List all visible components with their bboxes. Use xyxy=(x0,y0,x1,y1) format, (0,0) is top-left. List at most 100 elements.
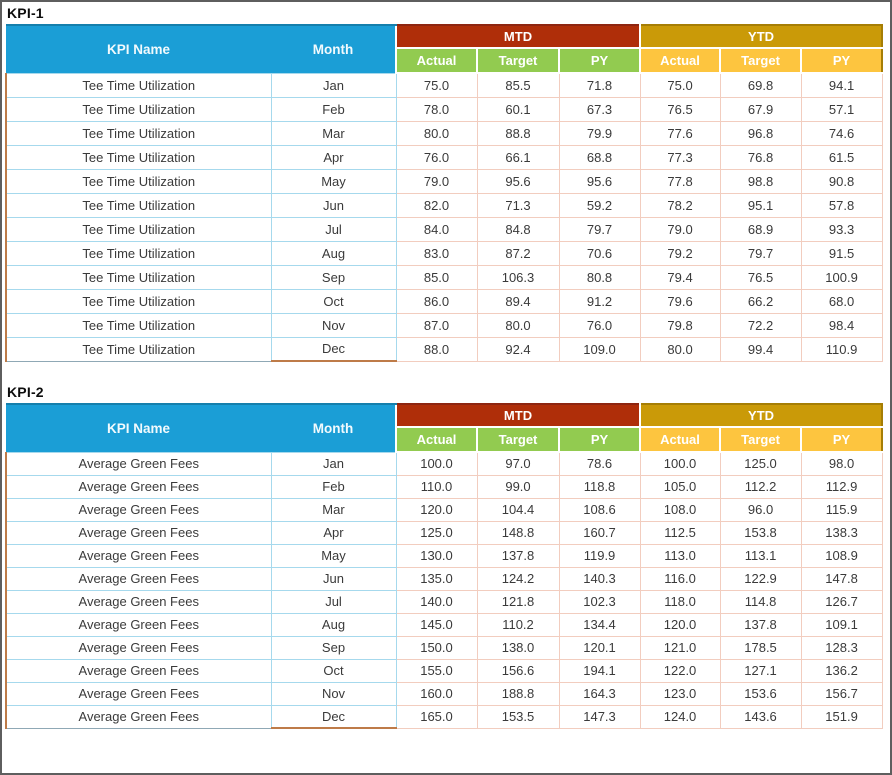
mtd-actual-cell: 75.0 xyxy=(395,72,478,98)
mtd-actual-cell: 125.0 xyxy=(395,520,478,545)
ytd-target-cell: 113.1 xyxy=(719,543,802,568)
ytd-band-header: YTD xyxy=(639,403,884,428)
table-row: Average Green Fees Sep 150.0 138.0 120.1… xyxy=(5,635,883,660)
ytd-target-cell: 127.1 xyxy=(719,658,802,683)
table-row: Average Green Fees Dec 165.0 153.5 147.3… xyxy=(5,704,883,729)
ytd-py-cell: 100.9 xyxy=(800,264,883,290)
mtd-actual-cell: 150.0 xyxy=(395,635,478,660)
ytd-target-cell: 95.1 xyxy=(719,192,802,218)
kpi1-table-header: KPI Name Month MTD YTD Actual Target PY … xyxy=(6,24,884,74)
table-row: Average Green Fees Nov 160.0 188.8 164.3… xyxy=(5,681,883,706)
mtd-actual-cell: 80.0 xyxy=(395,120,478,146)
ytd-py-cell: 57.8 xyxy=(800,192,883,218)
mtd-py-cell: 80.8 xyxy=(558,264,641,290)
ytd-py-cell: 115.9 xyxy=(800,497,883,522)
ytd-py-cell: 93.3 xyxy=(800,216,883,242)
mtd-target-cell: 80.0 xyxy=(476,312,560,338)
mtd-target-cell: 137.8 xyxy=(476,543,560,568)
ytd-target-cell: 112.2 xyxy=(719,474,802,499)
kpi-name-cell: Tee Time Utilization xyxy=(5,168,272,194)
mtd-actual-cell: 78.0 xyxy=(395,96,478,122)
mtd-py-cell: 71.8 xyxy=(558,72,641,98)
ytd-actual-cell: 77.3 xyxy=(639,144,721,170)
kpi2-title: KPI-2 xyxy=(7,384,44,400)
month-cell: Feb xyxy=(270,474,397,499)
mtd-actual-cell: 165.0 xyxy=(395,704,478,729)
table-row: Tee Time Utilization Jun 82.0 71.3 59.2 … xyxy=(5,192,883,218)
mtd-actual-cell: 130.0 xyxy=(395,543,478,568)
mtd-target-cell: 153.5 xyxy=(476,704,560,729)
ytd-target-cell: 76.5 xyxy=(719,264,802,290)
ytd-py-cell: 138.3 xyxy=(800,520,883,545)
ytd-actual-cell: 118.0 xyxy=(639,589,721,614)
mtd-actual-cell: 110.0 xyxy=(395,474,478,499)
month-column-header: Month xyxy=(271,403,396,452)
table-row: Average Green Fees Jun 135.0 124.2 140.3… xyxy=(5,566,883,591)
month-cell: Jul xyxy=(270,216,397,242)
mtd-target-cell: 138.0 xyxy=(476,635,560,660)
ytd-actual-cell: 79.8 xyxy=(639,312,721,338)
table-row: Tee Time Utilization Aug 83.0 87.2 70.6 … xyxy=(5,240,883,266)
mtd-target-cell: 106.3 xyxy=(476,264,560,290)
table-row: Tee Time Utilization Nov 87.0 80.0 76.0 … xyxy=(5,312,883,338)
mtd-actual-cell: 79.0 xyxy=(395,168,478,194)
mtd-target-cell: 110.2 xyxy=(476,612,560,637)
mtd-target-cell: 66.1 xyxy=(476,144,560,170)
ytd-actual-cell: 79.6 xyxy=(639,288,721,314)
month-cell: Jul xyxy=(270,589,397,614)
kpi2-table: KPI Name Month MTD YTD Actual Target PY … xyxy=(5,403,884,729)
mtd-actual-cell: 120.0 xyxy=(395,497,478,522)
mtd-py-cell: 108.6 xyxy=(558,497,641,522)
kpi-name-cell: Average Green Fees xyxy=(5,520,272,545)
ytd-actual-cell: 105.0 xyxy=(639,474,721,499)
mtd-py-cell: 164.3 xyxy=(558,681,641,706)
ytd-py-cell: 108.9 xyxy=(800,543,883,568)
month-cell: Sep xyxy=(270,264,397,290)
ytd-target-cell: 96.8 xyxy=(719,120,802,146)
mtd-target-cell: 88.8 xyxy=(476,120,560,146)
ytd-actual-cell: 79.0 xyxy=(639,216,721,242)
kpi-name-cell: Average Green Fees xyxy=(5,704,272,729)
month-cell: Sep xyxy=(270,635,397,660)
ytd-target-cell: 67.9 xyxy=(719,96,802,122)
kpi-name-column-header: KPI Name xyxy=(6,24,271,73)
month-cell: Dec xyxy=(270,704,397,729)
mtd-actual-cell: 140.0 xyxy=(395,589,478,614)
ytd-actual-header: Actual xyxy=(639,426,722,453)
kpi-name-cell: Average Green Fees xyxy=(5,681,272,706)
kpi-name-cell: Tee Time Utilization xyxy=(5,96,272,122)
mtd-target-cell: 87.2 xyxy=(476,240,560,266)
ytd-target-cell: 143.6 xyxy=(719,704,802,729)
mtd-py-cell: 140.3 xyxy=(558,566,641,591)
kpi1-title: KPI-1 xyxy=(7,5,44,21)
table-row: Tee Time Utilization Mar 80.0 88.8 79.9 … xyxy=(5,120,883,146)
kpi-name-cell: Average Green Fees xyxy=(5,589,272,614)
mtd-target-cell: 60.1 xyxy=(476,96,560,122)
mtd-py-cell: 79.9 xyxy=(558,120,641,146)
ytd-py-cell: 74.6 xyxy=(800,120,883,146)
ytd-target-cell: 98.8 xyxy=(719,168,802,194)
ytd-target-cell: 153.8 xyxy=(719,520,802,545)
ytd-actual-cell: 100.0 xyxy=(639,451,721,476)
ytd-actual-cell: 77.6 xyxy=(639,120,721,146)
mtd-py-cell: 79.7 xyxy=(558,216,641,242)
mtd-py-cell: 119.9 xyxy=(558,543,641,568)
table-row: Tee Time Utilization Jul 84.0 84.8 79.7 … xyxy=(5,216,883,242)
mtd-band-header: MTD xyxy=(394,403,642,428)
table-row: Average Green Fees Aug 145.0 110.2 134.4… xyxy=(5,612,883,637)
mtd-py-cell: 67.3 xyxy=(558,96,641,122)
mtd-target-cell: 156.6 xyxy=(476,658,560,683)
ytd-target-cell: 79.7 xyxy=(719,240,802,266)
ytd-target-cell: 69.8 xyxy=(719,72,802,98)
table-row: Average Green Fees Mar 120.0 104.4 108.6… xyxy=(5,497,883,522)
ytd-py-cell: 98.0 xyxy=(800,451,883,476)
kpi-name-cell: Tee Time Utilization xyxy=(5,312,272,338)
table-row: Average Green Fees May 130.0 137.8 119.9… xyxy=(5,543,883,568)
month-column-header: Month xyxy=(271,24,396,73)
mtd-actual-cell: 135.0 xyxy=(395,566,478,591)
table-row: Average Green Fees Feb 110.0 99.0 118.8 … xyxy=(5,474,883,499)
month-cell: Feb xyxy=(270,96,397,122)
month-cell: Nov xyxy=(270,312,397,338)
ytd-py-cell: 136.2 xyxy=(800,658,883,683)
